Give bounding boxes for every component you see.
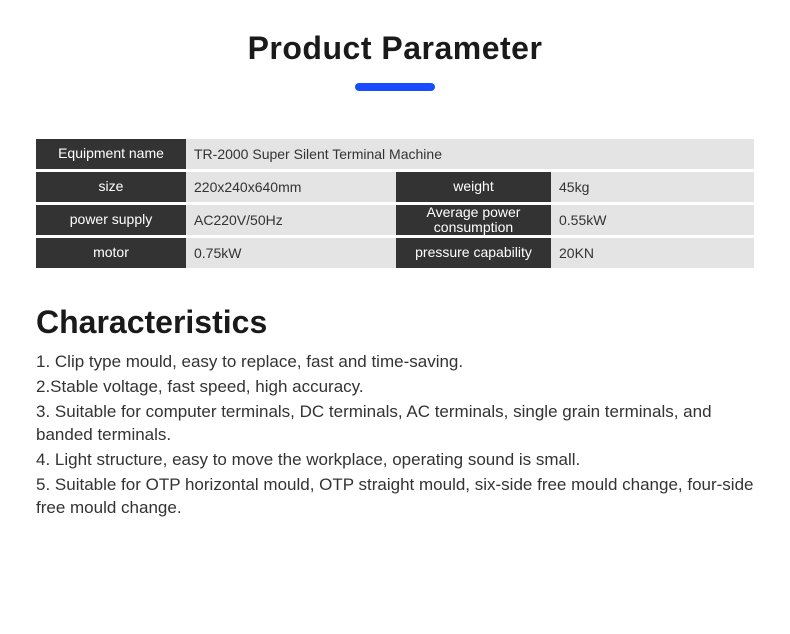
table-row: size 220x240x640mm weight 45kg xyxy=(36,172,754,202)
page-title: Product Parameter xyxy=(0,30,790,67)
param-value-avg-power-consumption: 0.55kW xyxy=(551,205,754,235)
list-item: 4. Light structure, easy to move the wor… xyxy=(36,449,754,472)
list-item: 2.Stable voltage, fast speed, high accur… xyxy=(36,376,754,399)
title-underline xyxy=(355,83,435,91)
characteristics-heading: Characteristics xyxy=(36,304,754,341)
characteristics-list: 1. Clip type mould, easy to replace, fas… xyxy=(36,351,754,520)
param-value-power-supply: AC220V/50Hz xyxy=(186,205,396,235)
list-item: 3. Suitable for computer terminals, DC t… xyxy=(36,401,754,447)
param-label-size: size xyxy=(36,172,186,202)
param-label-motor: motor xyxy=(36,238,186,268)
param-label-pressure-capability: pressure capability xyxy=(396,238,551,268)
parameter-table: Equipment name TR-2000 Super Silent Term… xyxy=(36,139,754,268)
table-row: power supply AC220V/50Hz Average power c… xyxy=(36,205,754,235)
param-value-motor: 0.75kW xyxy=(186,238,396,268)
list-item: 1. Clip type mould, easy to replace, fas… xyxy=(36,351,754,374)
characteristics-section: Characteristics 1. Clip type mould, easy… xyxy=(36,304,754,520)
table-row: Equipment name TR-2000 Super Silent Term… xyxy=(36,139,754,169)
param-label-power-supply: power supply xyxy=(36,205,186,235)
param-value-equipment-name: TR-2000 Super Silent Terminal Machine xyxy=(186,139,754,169)
param-value-size: 220x240x640mm xyxy=(186,172,396,202)
param-value-weight: 45kg xyxy=(551,172,754,202)
table-row: motor 0.75kW pressure capability 20KN xyxy=(36,238,754,268)
param-label-avg-power-consumption: Average power consumption xyxy=(396,205,551,235)
title-block: Product Parameter xyxy=(0,0,790,91)
param-value-pressure-capability: 20KN xyxy=(551,238,754,268)
param-label-weight: weight xyxy=(396,172,551,202)
param-label-equipment-name: Equipment name xyxy=(36,139,186,169)
list-item: 5. Suitable for OTP horizontal mould, OT… xyxy=(36,474,754,520)
